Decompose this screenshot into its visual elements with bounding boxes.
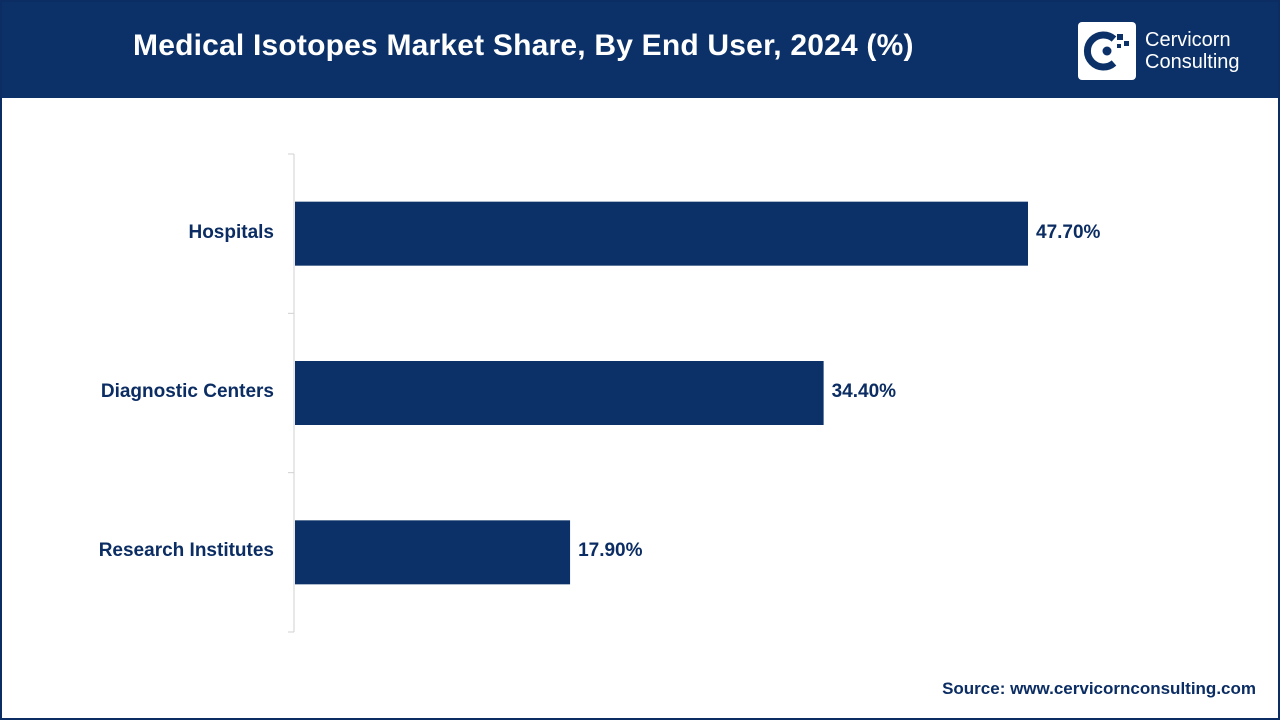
bar-research-institutes [295,520,571,585]
category-label: Hospitals [188,221,274,243]
bar-chart: Hospitals 47.70% Diagnostic Centers 34.40% R… [2,98,1278,658]
value-label: 17.90% [578,540,643,562]
source-note: Source: www.cervicornconsulting.com [942,679,1256,698]
brand-logo: Cervicorn Consulting [1078,22,1240,80]
bar-chart-canvas [288,153,1028,633]
logo-line-2: Consulting [1145,51,1240,73]
category-label: Diagnostic Centers [100,381,274,402]
logo-mark-icon [1078,22,1136,80]
header-banner: Medical Isotopes Market Share, By End Us… [2,2,1278,98]
category-label: Research Institutes [98,540,274,562]
value-label: 34.40% [831,381,897,402]
value-label: 47.70% [1036,221,1101,243]
bar-diagnostic-centers [295,361,824,425]
chart-title: Medical Isotopes Market Share, By End Us… [133,29,914,62]
logo-wordmark: Cervicorn Consulting [1145,29,1240,73]
logo-line-1: Cervicorn [1145,29,1231,51]
bar-hospitals [295,201,1028,266]
